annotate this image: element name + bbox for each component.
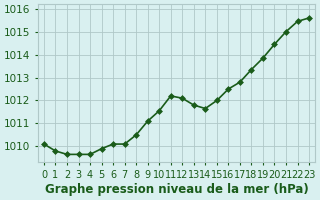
X-axis label: Graphe pression niveau de la mer (hPa): Graphe pression niveau de la mer (hPa): [44, 183, 308, 196]
